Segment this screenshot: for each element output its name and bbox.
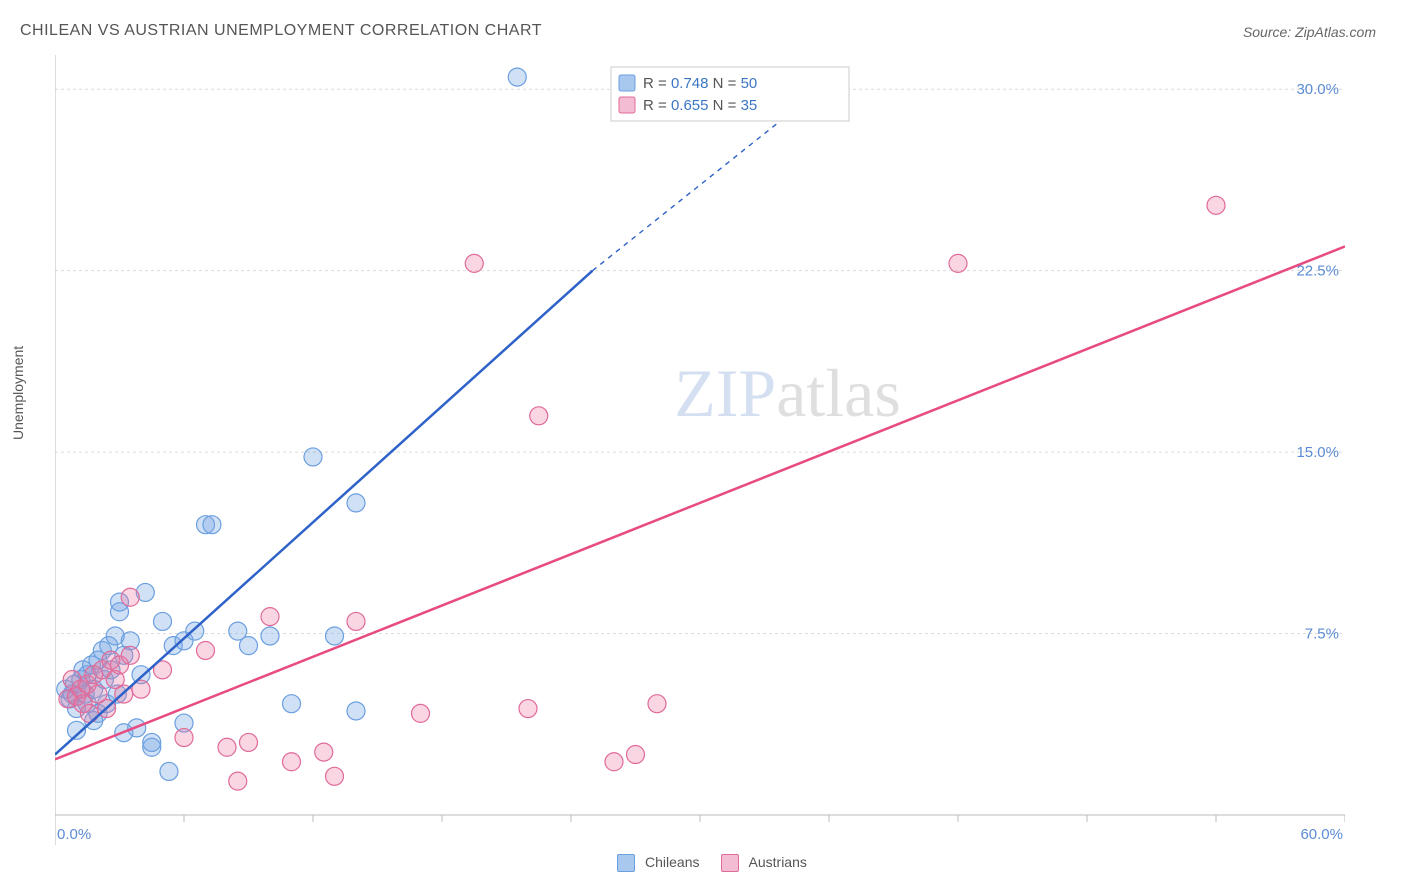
data-point xyxy=(283,695,301,713)
trend-line xyxy=(55,271,593,755)
legend-label-austrians: Austrians xyxy=(749,854,807,870)
stats-swatch xyxy=(619,75,635,91)
data-point xyxy=(121,646,139,664)
data-point xyxy=(347,612,365,630)
watermark: ZIPatlas xyxy=(674,355,901,431)
data-point xyxy=(412,704,430,722)
y-tick-label: 7.5% xyxy=(1305,626,1339,643)
data-point xyxy=(261,627,279,645)
y-tick-label: 30.0% xyxy=(1296,81,1339,98)
data-point xyxy=(508,68,526,86)
data-point xyxy=(186,622,204,640)
data-point xyxy=(203,516,221,534)
data-point xyxy=(218,738,236,756)
source-attribution: Source: ZipAtlas.com xyxy=(1243,24,1376,40)
data-point xyxy=(519,700,537,718)
legend-swatch-austrians xyxy=(721,854,739,872)
data-point xyxy=(283,753,301,771)
data-point xyxy=(240,637,258,655)
data-point xyxy=(240,733,258,751)
chart-container: CHILEAN VS AUSTRIAN UNEMPLOYMENT CORRELA… xyxy=(0,0,1406,892)
data-point xyxy=(465,254,483,272)
trend-line xyxy=(55,246,1345,759)
chart-title: CHILEAN VS AUSTRIAN UNEMPLOYMENT CORRELA… xyxy=(20,22,542,40)
legend-bottom: Chileans Austrians xyxy=(0,854,1406,872)
data-point xyxy=(80,704,98,722)
data-point xyxy=(326,627,344,645)
data-point xyxy=(197,641,215,659)
chart-plot: ZIPatlas 7.5% 15.0% 22.5% 30.0% 0.0% 60.0% R = … xyxy=(55,55,1345,845)
data-point xyxy=(261,608,279,626)
data-point xyxy=(1207,196,1225,214)
data-point xyxy=(326,767,344,785)
data-point xyxy=(627,746,645,764)
x-tick-label: 60.0% xyxy=(1300,826,1343,843)
legend-swatch-chileans xyxy=(617,854,635,872)
legend-label-chileans: Chileans xyxy=(645,854,699,870)
data-point xyxy=(175,729,193,747)
data-point xyxy=(949,254,967,272)
data-point xyxy=(605,753,623,771)
stats-row: R = 0.748 N = 50 xyxy=(643,75,757,92)
data-point xyxy=(154,612,172,630)
y-tick-label: 15.0% xyxy=(1296,444,1339,461)
source-name: ZipAtlas.com xyxy=(1295,24,1376,40)
source-prefix: Source: xyxy=(1243,24,1295,40)
data-point xyxy=(229,772,247,790)
data-point xyxy=(347,494,365,512)
data-point xyxy=(143,733,161,751)
data-point xyxy=(347,702,365,720)
stats-swatch xyxy=(619,97,635,113)
data-point xyxy=(121,588,139,606)
data-point xyxy=(530,407,548,425)
y-tick-label: 22.5% xyxy=(1296,263,1339,280)
data-point xyxy=(160,762,178,780)
y-axis-label: Unemployment xyxy=(10,346,26,440)
x-tick-label: 0.0% xyxy=(57,826,91,843)
data-point xyxy=(648,695,666,713)
data-point xyxy=(304,448,322,466)
stats-row: R = 0.655 N = 35 xyxy=(643,97,757,114)
data-point xyxy=(315,743,333,761)
